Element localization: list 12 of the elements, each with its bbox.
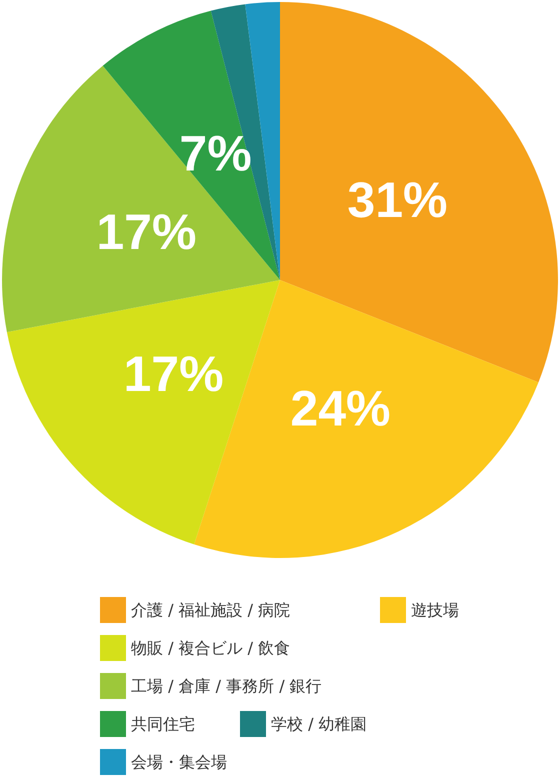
legend-label: 工場 / 倉庫 / 事務所 / 銀行 — [131, 676, 322, 696]
legend-label: 物販 / 複合ビル / 飲食 — [131, 638, 290, 658]
data-label: 31% — [347, 172, 448, 228]
legend-label: 会場・集会場 — [131, 752, 227, 772]
data-label: 17% — [96, 204, 196, 260]
legend-label: 共同住宅 — [131, 714, 195, 734]
data-label: 7% — [179, 125, 252, 182]
data-label: 17% — [123, 346, 224, 402]
legend-label: 学校 / 幼稚園 — [271, 714, 367, 734]
legend-label: 遊技場 — [411, 600, 459, 620]
legend-label: 介護 / 福祉施設 / 病院 — [131, 600, 290, 620]
data-label: 24% — [290, 380, 390, 436]
